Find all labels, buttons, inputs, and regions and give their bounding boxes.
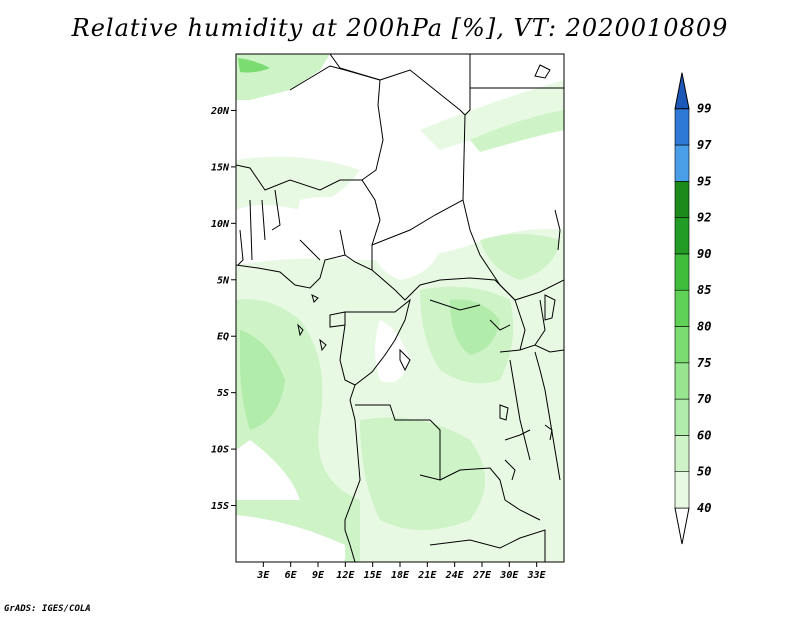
longitude-axis: 3E 6E 9E 12E 15E 18E 21E 24E 27E 30E 33E [256,562,547,581]
colorbar-label: 80 [697,320,711,334]
colorbar-min-triangle [674,507,690,545]
colorbar-label: 90 [697,247,711,261]
lon-tick-label: 33E [527,570,547,581]
colorbar-segment [674,253,690,291]
lat-tick-label: 10S [211,445,229,456]
map-title: Relative humidity at 200hPa [%], VT: 202… [71,14,729,42]
colorbar-label: 92 [697,211,711,225]
lon-tick-label: 24E [445,570,465,581]
lat-tick-label: 5S [217,388,229,399]
colorbar-segment [674,398,690,436]
lat-tick-label: EQ [217,332,229,343]
lon-tick-label: 9E [312,570,325,581]
grads-credit: GrADS: IGES/COLA [4,604,91,614]
lon-tick-label: 21E [417,570,437,581]
colorbar-label: 85 [697,283,711,297]
colorbar-segment [674,435,690,472]
colorbar-label: 75 [697,356,711,370]
lat-tick-label: 15S [211,501,229,512]
lat-tick-label: 10N [211,219,230,230]
colorbar-label: 50 [697,465,711,479]
country-borders [236,54,564,562]
colorbar-segment [674,289,690,327]
lon-tick-label: 15E [364,570,383,581]
colorbar-label: 95 [697,174,711,188]
colorbar-segment [674,471,690,509]
colorbar-label: 99 [697,102,711,116]
colorbar: 40 50 60 70 75 80 85 90 92 95 97 99 [674,72,712,545]
lat-tick-label: 5N [217,275,230,286]
lon-tick-label: 3E [256,570,270,581]
lon-tick-label: 12E [336,570,355,581]
colorbar-segment [674,362,690,400]
lat-tick-label: 20N [210,106,230,117]
colorbar-segment [674,108,690,146]
colorbar-segment [674,326,690,364]
colorbar-max-triangle [674,72,690,110]
colorbar-segment [674,217,690,255]
lon-tick-label: 6E [285,570,298,581]
humidity-shading [236,54,564,562]
colorbar-label: 60 [697,428,711,442]
colorbar-label: 40 [697,501,711,515]
lon-tick-label: 27E [472,570,492,581]
lat-tick-label: 15N [211,162,230,173]
lon-tick-label: 18E [391,570,410,581]
colorbar-label: 70 [697,392,711,406]
latitude-axis: 20N 15N 10N 5N EQ 5S 10S 15S [210,106,236,512]
colorbar-label: 97 [697,138,712,152]
colorbar-segment [674,144,690,182]
lon-tick-label: 30E [499,570,519,581]
colorbar-segment [674,181,690,218]
